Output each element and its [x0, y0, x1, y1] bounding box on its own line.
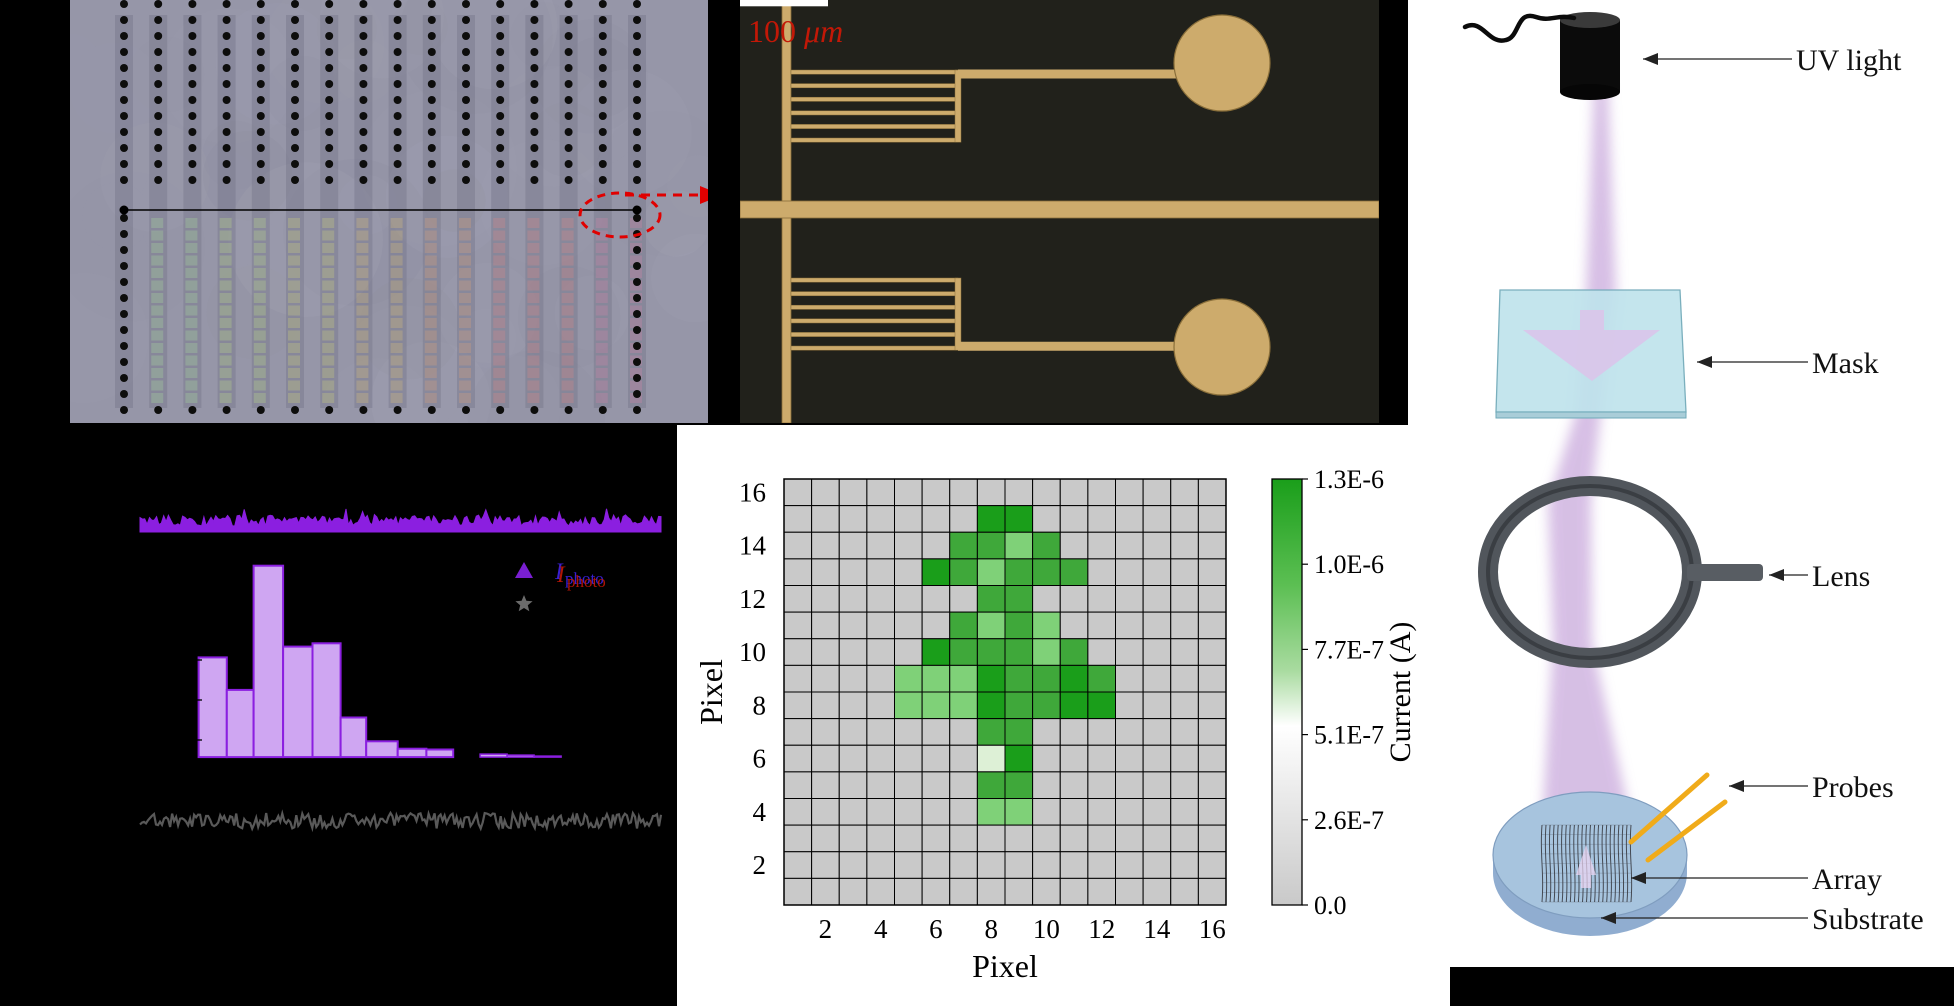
- svg-text:UV light: UV light: [1796, 44, 1902, 77]
- svg-text:2: 2: [819, 914, 833, 944]
- svg-text:0.0: 0.0: [1314, 891, 1347, 920]
- svg-text:Array: Array: [1812, 863, 1882, 896]
- svg-text:2.6E-7: 2.6E-7: [1314, 806, 1384, 835]
- svg-text:8: 8: [984, 914, 998, 944]
- svg-text:7.7E-7: 7.7E-7: [1314, 635, 1384, 664]
- svg-text:1.0E-6: 1.0E-6: [1314, 550, 1384, 579]
- svg-text:4: 4: [874, 914, 888, 944]
- svg-text:Substrate: Substrate: [1812, 903, 1924, 936]
- svg-text:2: 2: [753, 850, 767, 880]
- svg-text:10: 10: [739, 637, 766, 667]
- svg-text:Mask: Mask: [1812, 347, 1879, 380]
- svg-text:4: 4: [753, 797, 767, 827]
- svg-text:Lens: Lens: [1812, 560, 1870, 593]
- svg-text:1.3E-6: 1.3E-6: [1314, 465, 1384, 494]
- svg-text:6: 6: [753, 744, 767, 774]
- svg-text:10: 10: [1033, 914, 1060, 944]
- svg-text:Pixel: Pixel: [972, 948, 1038, 984]
- svg-text:8: 8: [753, 690, 767, 720]
- svg-text:16: 16: [739, 477, 766, 507]
- svg-text:5.1E-7: 5.1E-7: [1314, 721, 1384, 750]
- svg-text:photo: photo: [567, 572, 606, 591]
- svg-text:100 μm: 100 μm: [748, 13, 843, 49]
- svg-text:12: 12: [739, 584, 766, 614]
- svg-text:I: I: [556, 562, 566, 587]
- svg-text:Probes: Probes: [1812, 771, 1894, 804]
- svg-text:14: 14: [1143, 914, 1171, 944]
- svg-text:12: 12: [1088, 914, 1115, 944]
- svg-text:16: 16: [1199, 914, 1226, 944]
- svg-text:Current (A): Current (A): [1384, 622, 1417, 763]
- svg-text:14: 14: [739, 531, 767, 561]
- svg-text:Pixel: Pixel: [693, 659, 729, 725]
- svg-text:6: 6: [929, 914, 943, 944]
